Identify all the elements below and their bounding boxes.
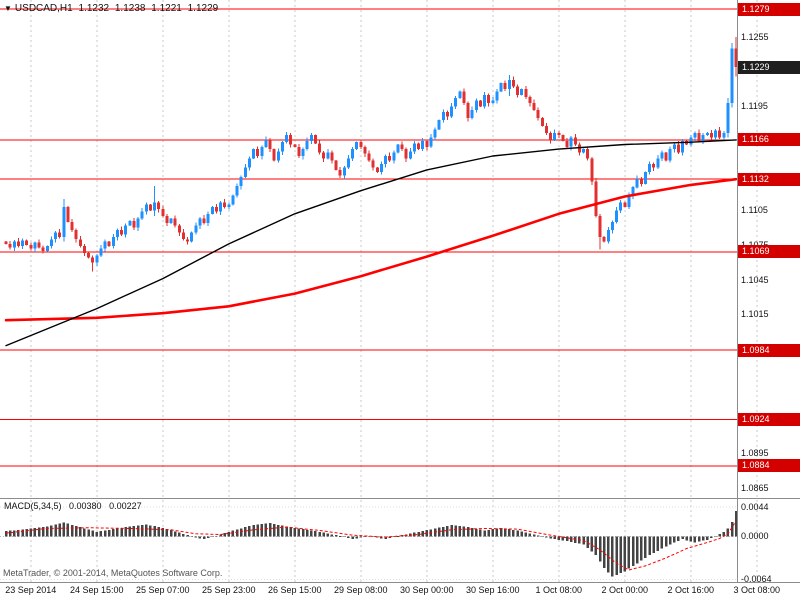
symbol-period: USDCAD,H1 [14,3,73,14]
symbol-dropdown-icon: ▼ [4,4,12,13]
indicator-name: MACD(5,34,5) [4,501,62,511]
price-axis[interactable] [738,0,800,582]
indicator-signal-value: 0.00227 [109,501,142,511]
ohlc-low: 1.1221 [151,3,182,14]
indicator-main-value: 0.00380 [69,501,102,511]
ohlc-close: 1.1229 [187,3,219,14]
ohlc-high: 1.1238 [114,3,146,14]
time-axis[interactable] [0,583,800,600]
chart-title: ▼ USDCAD,H1 1.1232 1.1238 1.1221 1.1229 [4,3,221,14]
ohlc-open: 1.1232 [78,3,110,14]
indicator-label: MACD(5,34,5) 0.00380 0.00227 [4,501,147,511]
copyright-text: MetaTrader, © 2001-2014, MetaQuotes Soft… [3,568,223,578]
